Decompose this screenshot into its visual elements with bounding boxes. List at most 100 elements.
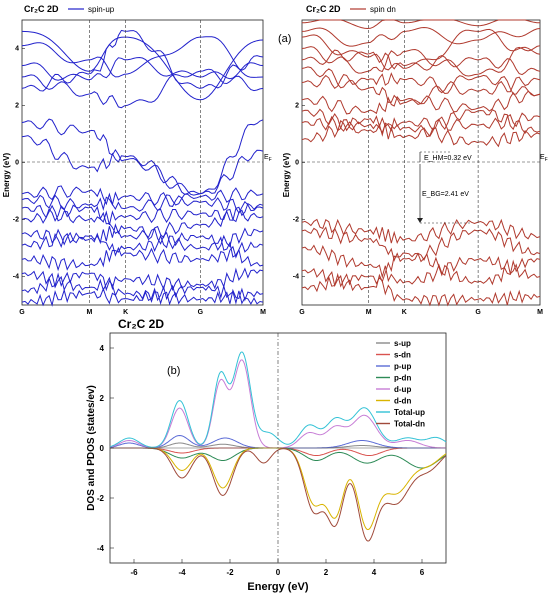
band-curve — [21, 232, 264, 272]
band-curve — [21, 30, 264, 101]
ytick-label: 4 — [15, 46, 19, 53]
spin-dn-ylabel: Energy (eV) — [282, 152, 291, 197]
band-curve — [21, 191, 264, 214]
dos-ytick-label: 2 — [100, 394, 105, 403]
ytick-label: -4 — [13, 274, 19, 281]
hm-annotation: E_HM=0.32 eV — [424, 155, 472, 162]
dos-xtick-label: -6 — [130, 568, 138, 577]
spin-up-legend-label: spin-up — [88, 5, 115, 14]
band-curve — [21, 185, 264, 212]
dos-ytick-label: 0 — [100, 444, 105, 453]
dos-xtick-label: -4 — [178, 568, 186, 577]
band-curve — [301, 26, 541, 47]
panel-b-label: (b) — [167, 365, 180, 377]
kpoint-label: G — [299, 309, 305, 316]
kpoint-label: M — [87, 309, 93, 316]
dos-xtick-label: 2 — [324, 568, 329, 577]
spin-up-kpath-lines — [89, 20, 201, 305]
spin-dn-yticks: -4 -2 0 2 — [293, 103, 305, 281]
dos-ylabel: DOS and PDOS (states/ev) — [86, 385, 97, 511]
spin-up-yticks: -4 -2 0 2 4 — [13, 46, 25, 281]
band-curve — [21, 284, 264, 307]
dos-xtick-label: -2 — [226, 568, 234, 577]
band-curve — [301, 72, 541, 95]
panel-a-label: (a) — [278, 33, 291, 45]
kpoint-label: M — [537, 309, 543, 316]
dos-panel: Cr₂C 2D (b) Energy (eV) DOS and PDOS (st… — [86, 317, 447, 593]
band-curve — [21, 202, 264, 241]
band-curve — [301, 49, 541, 76]
band-curve — [301, 108, 541, 137]
dos-ytick-label: 4 — [100, 344, 105, 353]
band-curve — [21, 267, 264, 292]
band-curve — [301, 272, 541, 307]
dos-xtick-label: 0 — [276, 568, 281, 577]
spin-dn-title: Cr₂C 2D — [306, 4, 341, 14]
band-curve — [301, 218, 541, 244]
dos-legend-label: d-dn — [394, 397, 411, 406]
spin-dn-bands — [301, 19, 541, 307]
dos-xlabel: Energy (eV) — [247, 581, 308, 593]
spin-dn-kpath-lines — [368, 20, 479, 305]
ytick-label: -2 — [13, 217, 19, 224]
band-curve — [21, 56, 264, 81]
kpoint-label: K — [123, 309, 128, 316]
band-curve — [21, 135, 264, 195]
band-curve — [21, 271, 264, 306]
spin-up-bands — [21, 29, 264, 307]
band-curve — [301, 90, 541, 115]
kpoint-label: G — [19, 309, 25, 316]
ytick-label: 2 — [295, 103, 299, 110]
spin-up-title: Cr₂C 2D — [24, 4, 59, 14]
ytick-label: -4 — [293, 274, 299, 281]
dos-xtick-label: 4 — [372, 568, 377, 577]
dos-ytick-label: -2 — [97, 494, 105, 503]
spin-dn-frame — [301, 19, 541, 306]
dos-legend-label: p-up — [394, 362, 411, 371]
dos-legend: s-up s-dn p-up p-dn d-up d-dn Total-up Total-dn — [376, 339, 425, 429]
band-curve — [301, 244, 541, 285]
band-curve — [21, 29, 264, 92]
kpoint-label: M — [366, 309, 372, 316]
spin-dn-fermi-label: EF — [540, 154, 548, 163]
ytick-label: 0 — [295, 160, 299, 167]
kpoint-label: G — [475, 309, 481, 316]
kpoint-label: K — [402, 309, 407, 316]
dos-legend-label: s-dn — [394, 351, 411, 360]
dos-title: Cr₂C 2D — [118, 317, 164, 331]
dos-xticks: -6 -4 -2 0 2 4 6 — [130, 559, 425, 577]
ytick-label: -2 — [293, 217, 299, 224]
dos-legend-label: p-dn — [394, 374, 411, 383]
band-curve — [301, 109, 541, 140]
bg-arrow-head — [417, 218, 423, 223]
dos-ytick-label: -4 — [97, 544, 105, 553]
band-curve — [301, 45, 541, 77]
kpoint-label: G — [198, 309, 204, 316]
band-curve — [301, 28, 541, 71]
band-curve — [301, 115, 541, 148]
dos-legend-label: Total-dn — [394, 420, 425, 429]
dos-yticks: -4 -2 0 2 4 — [97, 344, 114, 553]
dos-legend-label: Total-up — [394, 408, 425, 417]
band-curve — [301, 252, 541, 292]
spin-up-fermi-label: EF — [264, 154, 272, 163]
spin-up-ylabel: Energy (eV) — [2, 152, 11, 197]
spin-dn-panel: Cr₂C 2D spin dn (a) Energy (eV) -4 -2 0 2 G… — [278, 4, 548, 316]
spin-up-panel: Cr₂C 2D spin-up Energy (eV) -4 -2 0 2 4 G M K G… — [2, 4, 272, 316]
band-curve — [301, 226, 541, 263]
band-curve — [21, 118, 264, 196]
band-curve — [21, 232, 264, 265]
ytick-label: 0 — [15, 160, 19, 167]
band-curve — [21, 36, 264, 78]
dos-xtick-label: 6 — [420, 568, 425, 577]
ytick-label: 2 — [15, 103, 19, 110]
spin-dn-legend-label: spin dn — [370, 5, 396, 14]
band-curve — [301, 19, 541, 30]
band-curve — [21, 223, 264, 252]
dos-legend-label: d-up — [394, 385, 411, 394]
bg-annotation: E_BG=2.41 eV — [422, 191, 469, 198]
dos-legend-label: s-up — [394, 339, 411, 348]
